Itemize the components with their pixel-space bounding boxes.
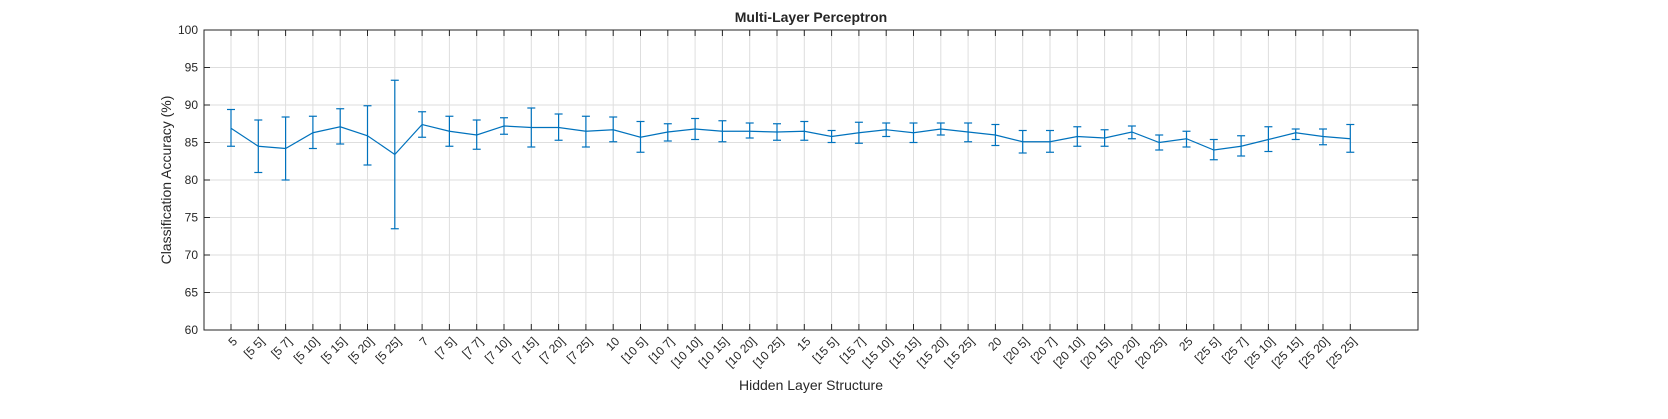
error-bar — [1319, 128, 1327, 146]
y-axis-tick-labels: 60 65 70 75 80 85 90 95 100 — [178, 23, 198, 337]
x-axis-label: Hidden Layer Structure — [739, 377, 883, 393]
error-bar — [281, 116, 290, 181]
y-tick-label: 80 — [185, 173, 199, 187]
error-bar — [500, 117, 508, 135]
error-bar — [854, 121, 863, 144]
error-bar — [1346, 123, 1355, 153]
y-tick-label: 65 — [185, 286, 199, 300]
chart-title: Multi-Layer Perceptron — [735, 9, 887, 25]
y-tick-label: 70 — [185, 248, 199, 262]
error-bar — [1209, 138, 1218, 161]
error-bar — [418, 111, 427, 138]
error-bar — [1182, 130, 1191, 148]
error-bar — [1155, 134, 1164, 151]
error-bar — [308, 115, 317, 150]
y-tick-label: 60 — [185, 323, 199, 337]
y-tick-label: 75 — [185, 211, 199, 225]
error-bar — [636, 120, 645, 153]
error-bar — [472, 119, 481, 150]
error-bar — [527, 107, 536, 148]
error-bar — [336, 108, 345, 145]
error-bar — [227, 108, 235, 147]
error-bar — [691, 117, 700, 141]
error-bar — [1018, 129, 1027, 154]
error-bar — [1073, 126, 1082, 147]
y-tick-label: 95 — [185, 61, 199, 75]
error-bar — [1100, 129, 1109, 147]
error-bar — [581, 115, 590, 148]
error-bar — [363, 105, 372, 166]
error-bar — [254, 119, 263, 174]
error-bar — [909, 122, 918, 144]
error-bar — [964, 122, 973, 143]
error-bar — [1291, 128, 1300, 141]
error-bar — [1264, 126, 1273, 153]
error-bar — [827, 129, 836, 144]
error-bar — [554, 113, 563, 141]
y-axis-label: Classification Accuracy (%) — [158, 96, 174, 265]
error-bar — [1237, 135, 1246, 157]
error-bar — [609, 116, 618, 143]
series-line — [230, 123, 1351, 156]
error-bar — [1046, 129, 1054, 153]
error-bar — [445, 115, 454, 147]
y-tick-label: 85 — [185, 136, 199, 150]
error-bar — [936, 122, 945, 136]
series-accuracy — [227, 79, 1355, 230]
error-bar — [882, 122, 891, 138]
error-bar — [991, 123, 1000, 147]
error-bar — [800, 120, 809, 141]
error-bar — [773, 123, 781, 141]
error-bar — [390, 79, 399, 230]
error-bar — [745, 122, 754, 139]
axis-ticks — [204, 29, 1418, 331]
y-tick-label: 100 — [178, 23, 198, 37]
error-bar — [1127, 125, 1136, 140]
error-bar — [718, 120, 727, 143]
y-tick-label: 90 — [185, 98, 199, 112]
error-bar — [663, 123, 672, 142]
